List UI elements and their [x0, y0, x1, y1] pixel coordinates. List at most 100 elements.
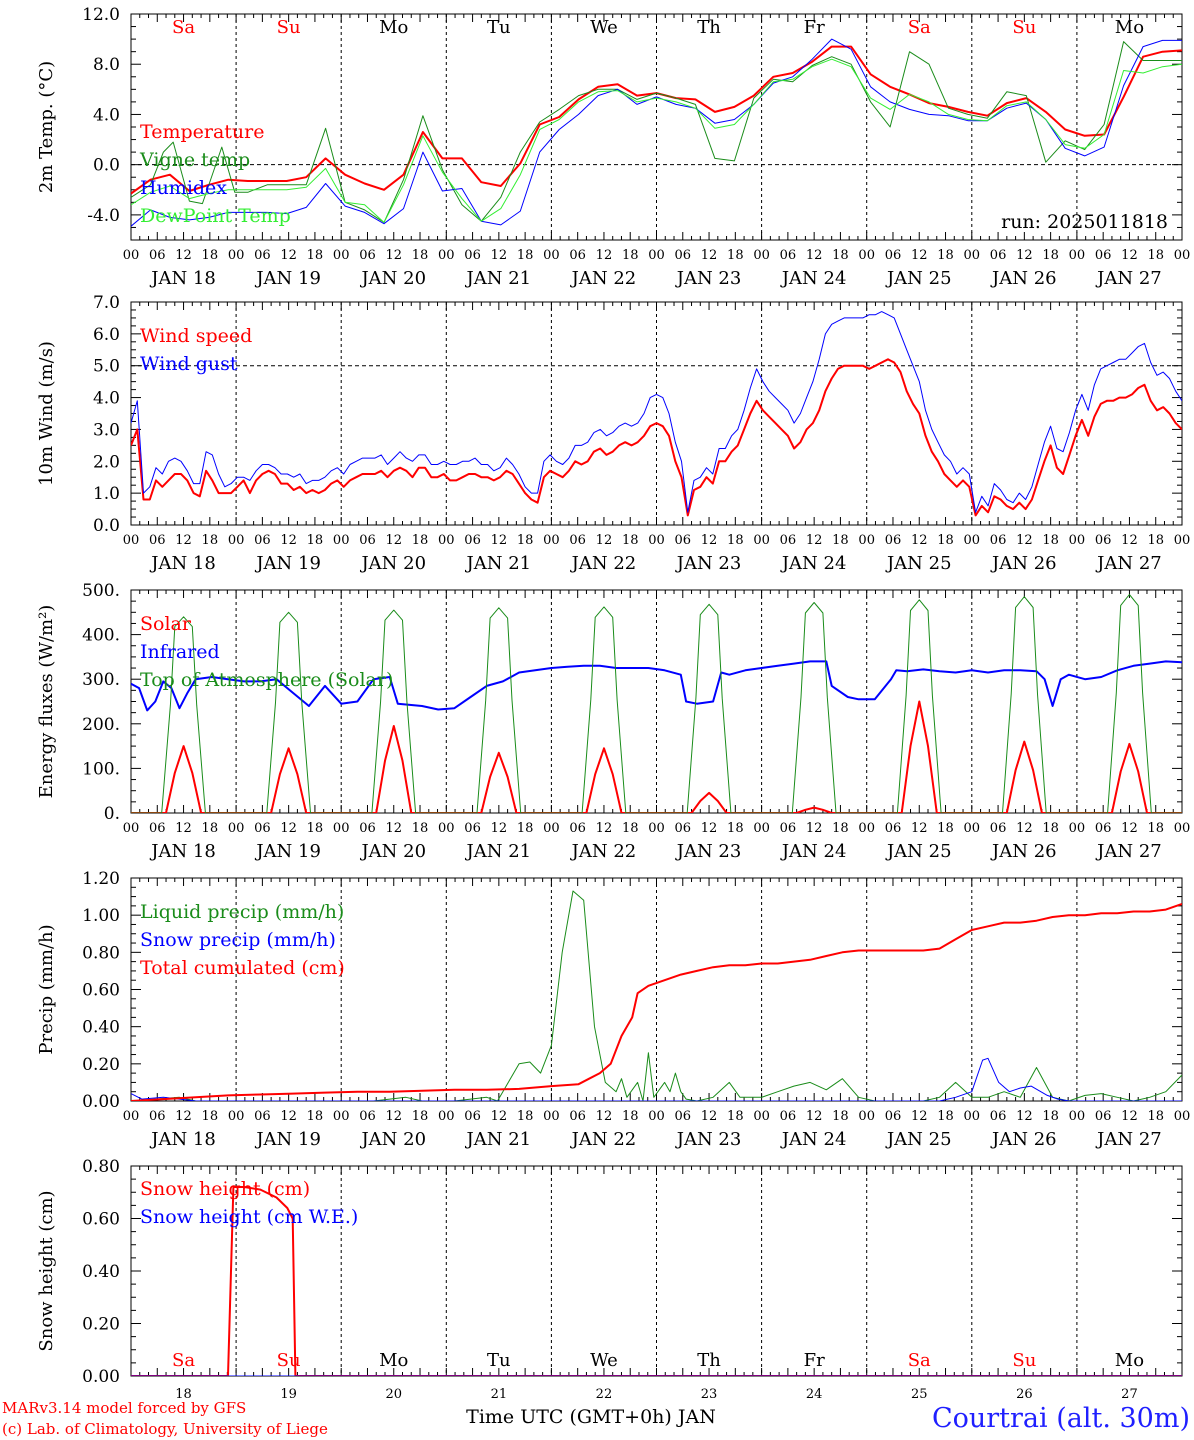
- day-name-label: Sa: [172, 1350, 195, 1371]
- day-name-label: Th: [697, 17, 721, 38]
- hour-tick-label: 12: [701, 248, 718, 263]
- hour-tick-label: 06: [780, 1109, 797, 1124]
- date-label: JAN 19: [254, 553, 321, 574]
- hour-tick-label: 18: [937, 248, 954, 263]
- hour-tick-label: 00: [438, 533, 455, 548]
- date-label: JAN 18: [149, 553, 216, 574]
- date-label: JAN 24: [780, 553, 847, 574]
- hour-tick-label: 00: [1069, 248, 1086, 263]
- hour-tick-label: 00: [543, 533, 560, 548]
- hour-tick-label: 06: [675, 248, 692, 263]
- hour-tick-label: 06: [149, 821, 166, 836]
- day-number-label: 18: [175, 1387, 192, 1402]
- hour-tick-label: 12: [385, 821, 402, 836]
- day-name-label: Su: [1012, 1350, 1036, 1371]
- day-name-label: Tu: [487, 17, 511, 38]
- legend-entry: Snow precip (mm/h): [140, 929, 336, 951]
- hour-tick-label: 00: [1174, 533, 1191, 548]
- hour-tick-label: 18: [1147, 821, 1164, 836]
- hour-tick-label: 12: [596, 248, 613, 263]
- day-name-label: Mo: [1115, 17, 1144, 38]
- hour-tick-label: 18: [307, 248, 324, 263]
- hour-tick-label: 06: [885, 1109, 902, 1124]
- hour-tick-label: 18: [727, 1109, 744, 1124]
- hour-tick-label: 00: [1069, 821, 1086, 836]
- y-tick-label: 2.0: [93, 452, 120, 472]
- hour-tick-label: 06: [464, 248, 481, 263]
- hour-tick-label: 06: [885, 821, 902, 836]
- legend-entry: Solar: [140, 613, 192, 635]
- hour-tick-label: 12: [911, 821, 928, 836]
- legend-entry: Wind speed: [140, 325, 252, 347]
- hour-tick-label: 00: [858, 821, 875, 836]
- day-number-label: 21: [491, 1387, 508, 1402]
- y-tick-label: 4.0: [93, 389, 120, 409]
- y-axis-label: Energy fluxes (W/m²): [36, 605, 57, 799]
- hour-tick-label: 12: [175, 1109, 192, 1124]
- day-number-label: 20: [385, 1387, 402, 1402]
- y-tick-label: 6.0: [93, 325, 120, 345]
- hour-tick-label: 00: [333, 248, 350, 263]
- hour-tick-label: 18: [1147, 533, 1164, 548]
- hour-tick-label: 06: [254, 248, 271, 263]
- hour-tick-label: 00: [228, 821, 245, 836]
- hour-tick-label: 18: [622, 1109, 639, 1124]
- hour-tick-label: 18: [1042, 533, 1059, 548]
- hour-tick-label: 00: [648, 533, 665, 548]
- hour-tick-label: 00: [438, 821, 455, 836]
- legend-entry: Vigne temp: [139, 149, 250, 171]
- hour-tick-label: 00: [1174, 248, 1191, 263]
- day-name-label: Tu: [487, 1350, 511, 1371]
- hour-tick-label: 12: [385, 248, 402, 263]
- hour-tick-label: 18: [937, 821, 954, 836]
- hour-tick-label: 00: [858, 533, 875, 548]
- y-tick-label: 1.20: [82, 869, 120, 889]
- hour-tick-label: 18: [412, 533, 429, 548]
- hour-tick-label: 06: [885, 248, 902, 263]
- hour-tick-label: 06: [780, 821, 797, 836]
- hour-tick-label: 06: [1095, 248, 1112, 263]
- station-title: Courtrai (alt. 30m): [932, 1403, 1190, 1434]
- hour-tick-label: 18: [727, 248, 744, 263]
- date-label: JAN 24: [780, 841, 847, 862]
- hour-tick-label: 18: [517, 533, 534, 548]
- hour-tick-label: 06: [254, 1109, 271, 1124]
- hour-tick-label: 00: [228, 533, 245, 548]
- hour-tick-label: 00: [333, 821, 350, 836]
- hour-tick-label: 18: [202, 1109, 219, 1124]
- hour-tick-label: 12: [1016, 821, 1033, 836]
- day-number-label: 19: [280, 1387, 297, 1402]
- hour-tick-label: 06: [990, 821, 1007, 836]
- hour-tick-label: 00: [333, 533, 350, 548]
- hour-tick-label: 00: [1174, 1109, 1191, 1124]
- hour-tick-label: 00: [648, 1109, 665, 1124]
- hour-tick-label: 00: [123, 821, 140, 836]
- hour-tick-label: 12: [385, 1109, 402, 1124]
- y-tick-label: 7.0: [93, 293, 120, 313]
- day-name-label: Sa: [908, 17, 931, 38]
- series-line-snow-precip-mm-h: [131, 1057, 1182, 1101]
- plot-frame: [130, 301, 1183, 526]
- meteogram-footer: MARv3.14 model forced by GFS (c) Lab. of…: [2, 1399, 1190, 1438]
- legend-entry: Infrared: [140, 641, 220, 663]
- hour-tick-label: 18: [517, 821, 534, 836]
- lab-credit: (c) Lab. of Climatology, University of L…: [2, 1420, 328, 1438]
- y-tick-label: 500.: [82, 581, 120, 601]
- hour-tick-label: 18: [937, 1109, 954, 1124]
- day-name-label: Su: [277, 1350, 301, 1371]
- date-label: JAN 25: [885, 268, 952, 289]
- hour-tick-label: 18: [517, 1109, 534, 1124]
- hour-tick-label: 06: [464, 1109, 481, 1124]
- date-label: JAN 21: [465, 841, 532, 862]
- date-label: JAN 19: [254, 268, 321, 289]
- hour-tick-label: 00: [753, 1109, 770, 1124]
- date-label: JAN 18: [149, 268, 216, 289]
- hour-tick-label: 06: [254, 821, 271, 836]
- y-tick-label: 0.40: [82, 1018, 120, 1038]
- y-tick-label: 4.0: [93, 105, 120, 125]
- y-tick-label: 0.20: [82, 1055, 120, 1075]
- date-label: JAN 25: [885, 553, 952, 574]
- y-tick-label: -4.0: [87, 206, 120, 226]
- hour-tick-label: 18: [307, 1109, 324, 1124]
- legend-entry: Humidex: [140, 177, 227, 199]
